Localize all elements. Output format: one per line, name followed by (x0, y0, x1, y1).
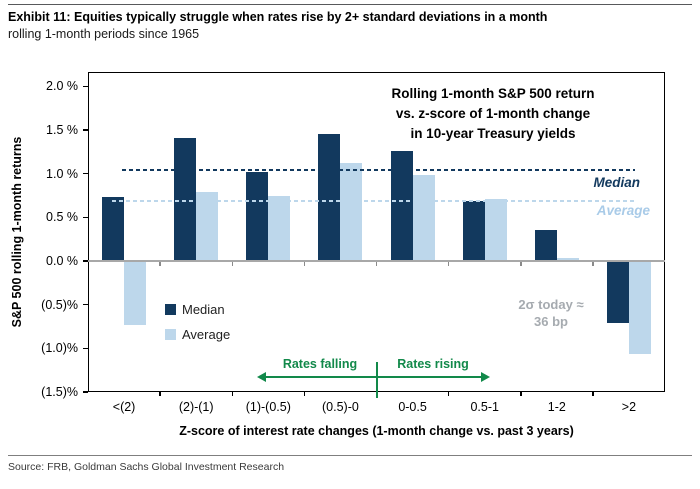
zero-axis-line (88, 260, 665, 263)
bar-average-6 (556, 257, 579, 262)
x-axis-tick-label: >2 (621, 400, 637, 414)
y-axis-tick-mark (83, 216, 88, 219)
x-axis-tick-mark (447, 392, 450, 396)
x-axis-tick-mark (231, 392, 233, 396)
zero-line-tick (159, 262, 161, 267)
reference-line-median (122, 169, 635, 172)
x-axis-tick-label: (1)-(0.5) (245, 400, 291, 414)
median-legend-swatch (165, 304, 176, 315)
median-legend-label: Median (182, 302, 225, 317)
zero-line-tick (520, 262, 522, 267)
y-axis-tick-mark (83, 85, 88, 88)
y-axis-tick-label: 1.5 % (46, 123, 78, 138)
y-axis-tick-label: 0.0 % (46, 254, 78, 269)
top-divider (8, 4, 692, 5)
y-axis-tick-mark (83, 129, 88, 131)
y-axis-tick-mark (83, 172, 88, 175)
bar-average-3 (340, 163, 363, 262)
rates-falling-arrow-line (265, 376, 376, 378)
zero-line-tick (375, 262, 378, 267)
y-axis-tick-mark (83, 260, 88, 262)
y-axis-tick-mark (83, 303, 88, 306)
zero-line-tick (447, 262, 450, 267)
y-axis-tick-label: 0.5 % (46, 210, 78, 225)
bar-median-7 (606, 261, 629, 324)
bottom-divider (8, 455, 692, 456)
y-axis-tick-mark (83, 347, 88, 350)
sigma-annotation: 2σ today ≈ 36 bp (518, 297, 584, 329)
y-axis-tick-label: (0.5)% (41, 297, 78, 312)
bar-average-4 (412, 175, 435, 262)
bar-average-7 (628, 261, 651, 355)
x-axis-tick-label: 0.5-1 (470, 400, 499, 414)
exhibit-subtitle: rolling 1-month periods since 1965 (8, 27, 200, 41)
x-axis-tick-label: <(2) (112, 400, 136, 414)
x-axis-tick-mark (159, 392, 161, 396)
bar-median-6 (534, 229, 557, 262)
source-note: Source: FRB, Goldman Sachs Global Invest… (8, 461, 285, 473)
median-line-label: Median (593, 175, 640, 190)
y-axis-tick-label: 2.0 % (46, 79, 78, 94)
rates-falling-label: Rates falling (282, 357, 358, 371)
average-legend-label: Average (182, 327, 231, 342)
bar-average-2 (268, 195, 291, 262)
zero-line-tick (231, 262, 233, 267)
x-axis-title: Z-score of interest rate changes (1-mont… (179, 424, 574, 438)
rates-rising-label: Rates rising (397, 357, 469, 371)
exhibit-title: Exhibit 11: Equities typically struggle … (8, 10, 548, 24)
bar-median-2 (246, 171, 269, 262)
bar-median-5 (462, 200, 485, 262)
average-line-label: Average (596, 203, 650, 218)
legend-item-median: Median (165, 302, 225, 317)
bar-median-3 (318, 134, 341, 262)
x-axis-tick-label: 0-0.5 (398, 400, 427, 414)
zero-line-tick (592, 262, 594, 267)
x-axis-tick-mark (303, 392, 306, 396)
rates-rising-arrow-line (377, 376, 481, 378)
x-axis-tick-label: (0.5)-0 (322, 400, 359, 414)
average-legend-swatch (165, 329, 176, 340)
rates-divider-line (375, 362, 378, 398)
x-axis-tick-mark (592, 392, 594, 396)
bar-average-0 (124, 261, 147, 325)
reference-line-average (112, 199, 635, 202)
y-axis-tick-label: (1.5)% (41, 385, 78, 399)
x-axis-tick-label: (2)-(1) (178, 400, 214, 414)
x-axis-tick-mark (520, 392, 522, 396)
y-axis-tick-label: (1.0)% (41, 341, 78, 356)
bar-median-1 (174, 137, 197, 262)
bar-median-0 (102, 197, 125, 262)
rates-falling-arrowhead-icon (257, 372, 266, 382)
chart-inner-title: Rolling 1-month S&P 500 return vs. z-sco… (391, 86, 595, 141)
rates-rising-arrowhead-icon (481, 372, 490, 382)
bar-median-4 (390, 151, 413, 262)
y-axis-tick-label: 1.0 % (46, 166, 78, 181)
bar-average-1 (196, 192, 219, 262)
zero-line-tick (303, 262, 306, 267)
bar-average-5 (484, 199, 507, 262)
legend-item-average: Average (165, 327, 230, 342)
y-axis-tick-mark (83, 391, 88, 393)
x-axis-tick-label: 1-2 (547, 400, 566, 414)
